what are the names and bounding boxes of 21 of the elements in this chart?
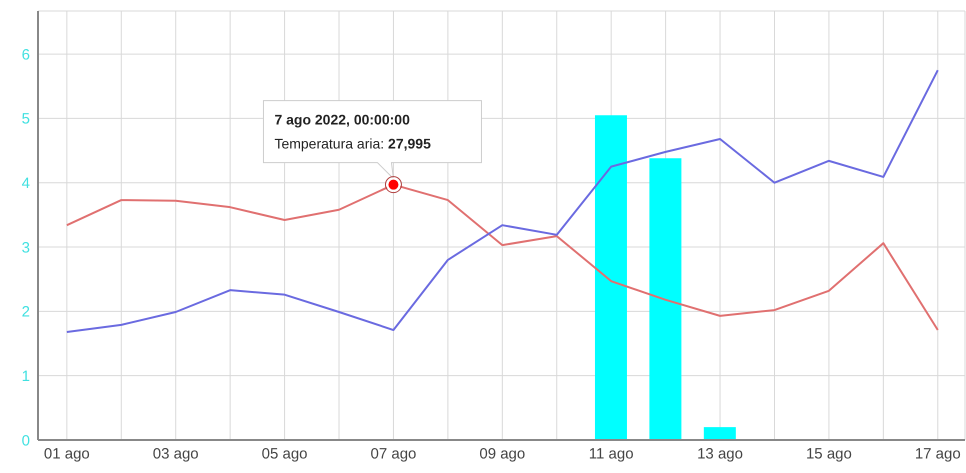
y-tick-label: 2 (22, 304, 30, 321)
bar (594, 115, 627, 440)
x-tick-label: 15 ago (806, 446, 852, 463)
x-tick-label: 03 ago (152, 446, 199, 463)
line-series (66, 69, 939, 333)
annotation: 7 ago 2022, 00:00:00 Temperatura aria: 27,995 (274, 112, 432, 152)
x-tick-label: 07 ago (370, 446, 416, 463)
y-tick-label: 4 (22, 175, 30, 192)
x-tick-label: 17 ago (914, 446, 961, 463)
bar (649, 158, 682, 440)
x-tick-label: 01 ago (44, 446, 90, 463)
y-tick-label: 0 (22, 432, 30, 450)
x-tick-label: 05 ago (262, 446, 308, 463)
y-tick-label: 5 (22, 110, 30, 128)
x-tick-label: 11 ago (588, 446, 634, 463)
x-tick-label: 13 ago (697, 446, 743, 463)
x-tick-label: 09 ago (479, 446, 526, 463)
y-tick-label: 3 (22, 239, 30, 256)
bar (704, 427, 736, 440)
y-tick-label: 1 (22, 368, 30, 386)
y-tick-label: 6 (22, 46, 30, 64)
